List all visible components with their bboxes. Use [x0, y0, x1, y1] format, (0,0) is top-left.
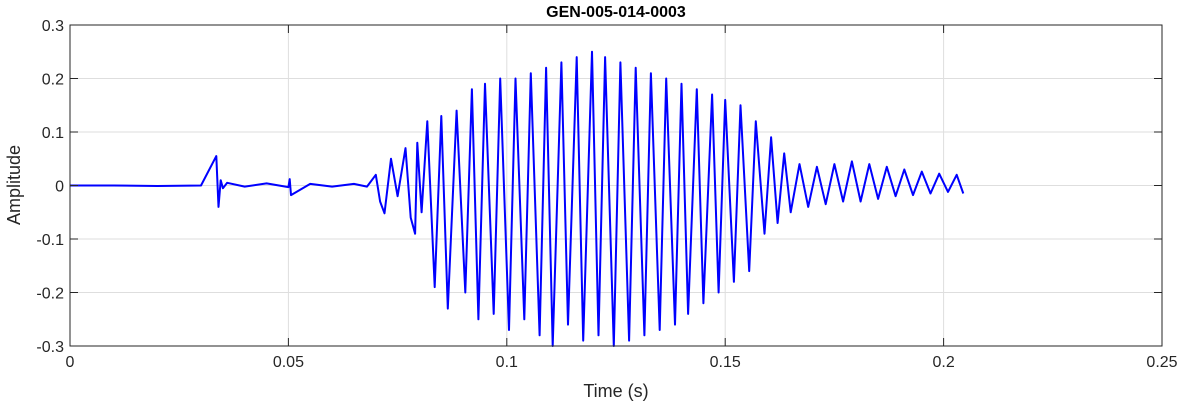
y-axis-label: Amplitude: [4, 145, 24, 225]
y-tick-label: 0.2: [42, 72, 64, 89]
y-tick-label: -0.1: [36, 232, 64, 249]
x-tick-label: 0.25: [1146, 354, 1177, 371]
series-layer: [70, 50, 965, 347]
y-tick-label: 0.3: [42, 18, 64, 35]
grid-lines: [70, 25, 1162, 346]
y-tick-label: -0.3: [36, 339, 64, 356]
signal-line: [70, 50, 965, 347]
x-axis-label: Time (s): [583, 381, 648, 401]
y-tick-label: -0.2: [36, 286, 64, 303]
tick-layer: 0 0.05 0.1 0.15 0.2 0.25 0.3 0.2 0.1 0 -0.1 -0.2 -0.…: [36, 18, 1177, 371]
y-tick-label: 0: [55, 179, 64, 196]
x-tick-label: 0: [66, 354, 75, 371]
x-tick-label: 0.2: [932, 354, 954, 371]
x-tick-label: 0.05: [273, 354, 304, 371]
chart-title: GEN-005-014-0003: [546, 4, 686, 21]
x-tick-label: 0.15: [710, 354, 741, 371]
x-tick-label: 0.1: [496, 354, 518, 371]
y-tick-label: 0.1: [42, 125, 64, 142]
